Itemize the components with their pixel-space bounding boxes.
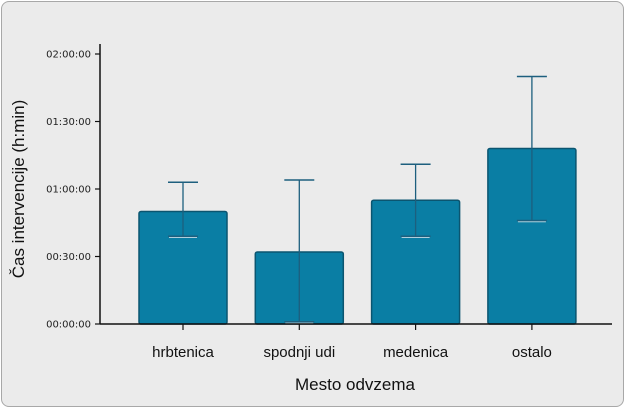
y-axis: 00:00:00 00:30:00 01:00:00 01:30:00 02:00:00 — [46, 44, 101, 331]
y-tick-label: 01:00:00 — [46, 185, 91, 196]
y-tick-label: 01:30:00 — [46, 117, 91, 128]
x-axis-title: Mesto odvzema — [295, 375, 416, 394]
x-tick-label: ostalo — [512, 344, 552, 361]
y-tick-label: 00:30:00 — [46, 252, 91, 263]
x-tick-label: medenica — [383, 344, 449, 361]
y-axis-title: Čas intervencije (h:min) — [9, 100, 28, 279]
y-tick-label: 02:00:00 — [46, 50, 91, 61]
y-tick-label: 00:00:00 — [46, 320, 91, 331]
bars — [138, 147, 577, 325]
x-tick-label: spodnji udi — [263, 344, 335, 361]
x-axis: hrbtenica spodnji udi medenica ostalo — [100, 323, 612, 361]
x-tick-label: hrbtenica — [152, 344, 214, 361]
error-bars — [168, 75, 547, 324]
